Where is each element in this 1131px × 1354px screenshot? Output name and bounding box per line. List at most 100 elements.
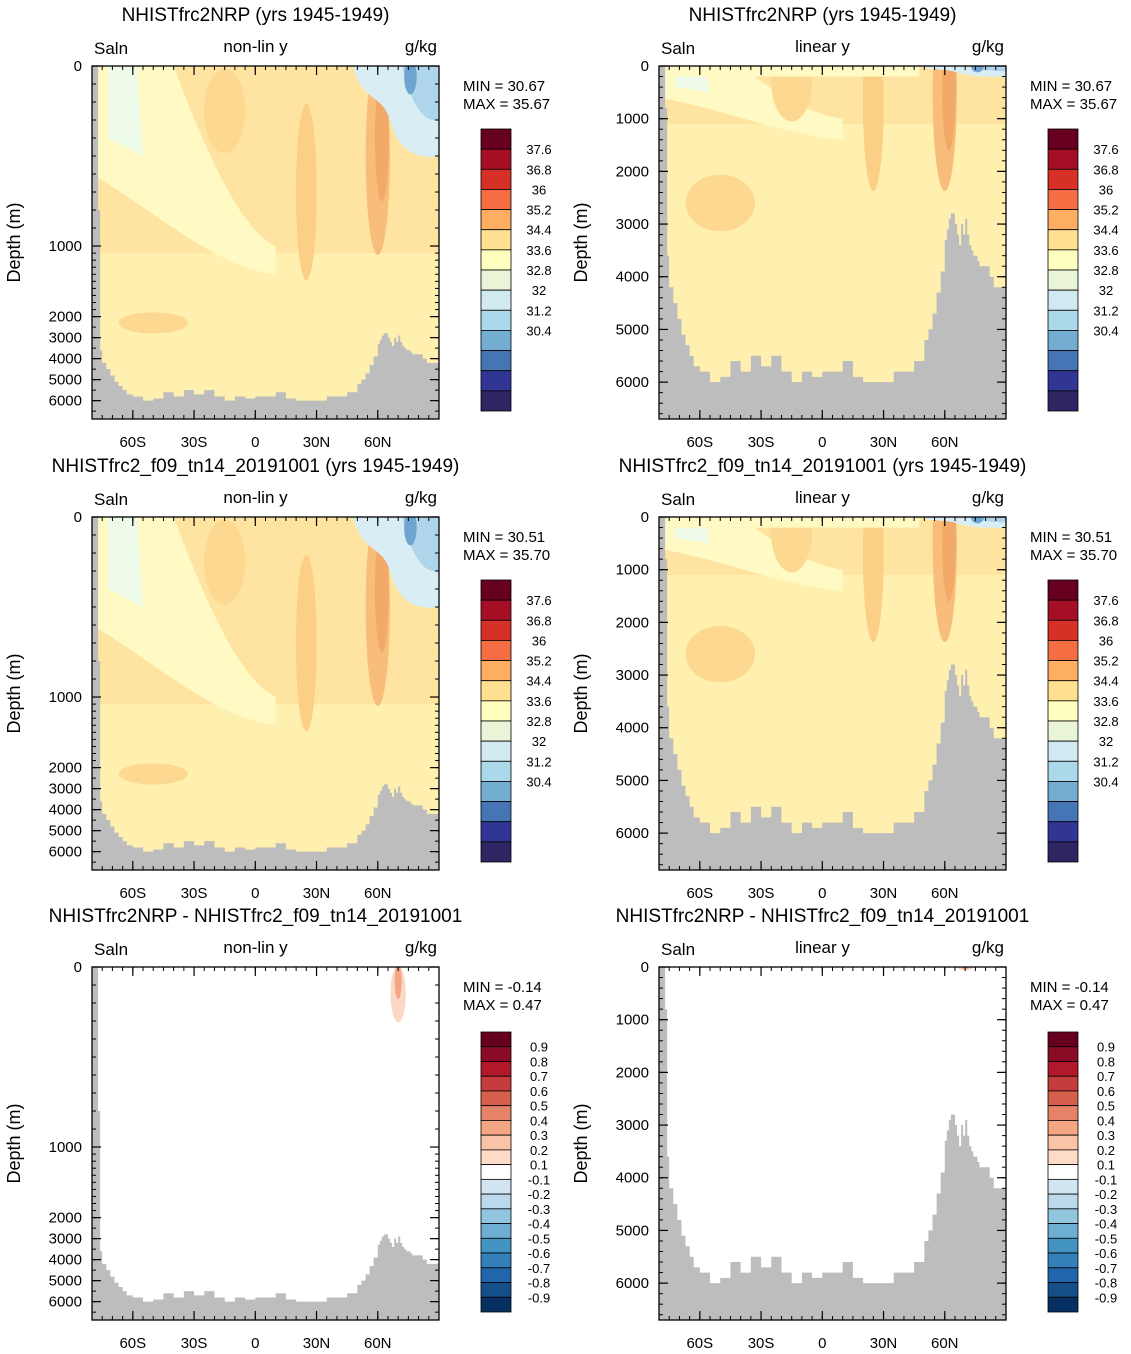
y-tick-label: 6000 xyxy=(616,825,649,842)
colorbar-label: 31.2 xyxy=(526,754,551,769)
colorbar-swatch xyxy=(1047,1296,1079,1313)
x-tick-label: 60N xyxy=(364,885,392,902)
colorbar-swatch xyxy=(1047,229,1079,251)
x-tick-label: 60S xyxy=(686,434,713,451)
field-salty-patch xyxy=(203,519,246,605)
colorbar-swatch xyxy=(480,1282,512,1298)
colorbar-swatch xyxy=(1047,680,1079,702)
y-tick-label: 1000 xyxy=(616,562,649,579)
colorbar-label: 31.2 xyxy=(526,303,551,318)
min-label: MIN = 30.67 xyxy=(1030,78,1112,95)
colorbar-swatch xyxy=(1047,1090,1079,1107)
colorbar-swatch xyxy=(480,640,512,661)
field-surface-band xyxy=(659,517,920,528)
x-tick-label: 30N xyxy=(303,434,331,451)
scale-label: linear y xyxy=(795,37,850,56)
y-tick-label: 4000 xyxy=(616,269,649,286)
field-salty-patch xyxy=(685,625,755,683)
colorbar-swatch xyxy=(480,350,512,372)
colorbar-swatch xyxy=(480,619,512,641)
colorbar-swatch xyxy=(480,189,512,210)
field-salty-column xyxy=(862,517,884,643)
y-axis-label: Depth (m) xyxy=(4,202,24,282)
field-surface-band xyxy=(659,66,920,77)
variable-label: Saln xyxy=(661,490,695,509)
colorbar-label: 33.6 xyxy=(1093,694,1118,709)
colorbar-swatch xyxy=(1047,660,1079,682)
field-southern-fresh xyxy=(108,66,144,157)
y-axis-label: Depth (m) xyxy=(571,202,591,282)
scale-label: linear y xyxy=(795,938,850,957)
units-label: g/kg xyxy=(405,488,437,507)
colorbar-swatch xyxy=(1047,1149,1079,1166)
colorbar-swatch xyxy=(1047,781,1079,802)
colorbar-label: 36 xyxy=(1099,633,1113,648)
colorbar-label: -0.5 xyxy=(1095,1231,1117,1246)
colorbar-swatch xyxy=(1047,148,1079,170)
field-arctic-freshest xyxy=(971,517,984,524)
field-salty-core xyxy=(941,66,956,151)
colorbar-swatch xyxy=(1047,599,1079,621)
y-axis-label: Depth (m) xyxy=(571,1103,591,1183)
colorbar-label: 36 xyxy=(532,633,546,648)
min-label: MIN = -0.14 xyxy=(463,979,542,996)
y-tick-label: 5000 xyxy=(49,823,82,840)
colorbar-label: -0.5 xyxy=(528,1231,550,1246)
colorbar-label: 0.8 xyxy=(530,1054,548,1069)
colorbar-label: 32.8 xyxy=(1093,714,1118,729)
colorbar-label: -0.2 xyxy=(528,1187,550,1202)
colorbar-swatch xyxy=(1047,289,1079,311)
land-mask xyxy=(92,66,439,419)
y-tick-label: 2000 xyxy=(49,760,82,777)
y-tick-label: 2000 xyxy=(49,1210,82,1227)
field-southern-fresh xyxy=(108,517,144,608)
colorbar-label: 0.6 xyxy=(1097,1084,1115,1099)
y-tick-label: 1000 xyxy=(49,689,82,706)
colorbar-label: 36.8 xyxy=(526,613,551,628)
colorbar-label: 0.3 xyxy=(1097,1128,1115,1143)
panel-title: NHISTfrc2_f09_tn14_20191001 (yrs 1945-19… xyxy=(52,456,460,477)
y-tick-label: 1000 xyxy=(49,238,82,255)
colorbar-label: 32.8 xyxy=(526,263,551,278)
colorbar-label: 0.5 xyxy=(1097,1099,1115,1114)
panel-title: NHISTfrc2NRP (yrs 1945-1949) xyxy=(689,5,957,26)
colorbar-label: 37.6 xyxy=(1093,593,1118,608)
x-tick-label: 60S xyxy=(119,885,146,902)
colorbar-swatch xyxy=(1047,720,1079,742)
panel-title: NHISTfrc2NRP (yrs 1945-1949) xyxy=(122,5,390,26)
colorbar-label: 33.6 xyxy=(526,243,551,258)
colorbar-swatch xyxy=(1047,309,1079,331)
colorbar-label: -0.9 xyxy=(1095,1290,1117,1305)
colorbar-swatch xyxy=(480,168,512,190)
colorbar-swatch xyxy=(480,1164,512,1180)
colorbar-swatch xyxy=(1047,1164,1079,1180)
y-tick-label: 0 xyxy=(641,509,649,526)
colorbar-swatch xyxy=(480,700,512,722)
x-tick-label: 60S xyxy=(686,885,713,902)
colorbar-swatch xyxy=(480,1178,512,1195)
colorbar-swatch xyxy=(480,1267,512,1283)
x-tick-label: 60N xyxy=(931,1335,959,1352)
field xyxy=(659,967,1006,1320)
land-mask xyxy=(659,967,1006,1320)
max-label: MAX = 0.47 xyxy=(463,997,542,1014)
colorbar-label: 30.4 xyxy=(1093,774,1118,789)
colorbar-swatch xyxy=(480,760,512,782)
colorbar-label: 0.8 xyxy=(1097,1054,1115,1069)
min-label: MIN = -0.14 xyxy=(1030,979,1109,996)
colorbar-label: 34.4 xyxy=(1093,674,1118,689)
colorbar-label: 36.8 xyxy=(1093,162,1118,177)
colorbar-swatch xyxy=(480,1149,512,1166)
colorbar-label: 32.8 xyxy=(526,714,551,729)
field-salty-patch xyxy=(770,517,813,573)
y-tick-label: 2000 xyxy=(616,163,649,180)
x-tick-label: 30S xyxy=(748,1335,775,1352)
land-mask xyxy=(659,517,1006,870)
colorbar-label: 35.2 xyxy=(526,654,551,669)
colorbar-swatch xyxy=(480,821,512,843)
max-label: MAX = 35.67 xyxy=(1030,96,1117,113)
panel-5: NHISTfrc2NRP - NHISTfrc2_f09_tn14_201910… xyxy=(4,906,550,1352)
colorbar-swatch xyxy=(480,1120,512,1136)
colorbar-label: -0.3 xyxy=(528,1202,550,1217)
colorbar-label: -0.4 xyxy=(1095,1217,1117,1232)
